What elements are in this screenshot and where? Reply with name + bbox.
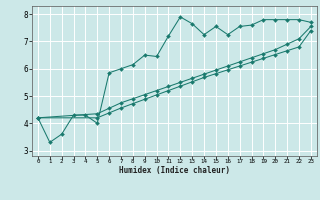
X-axis label: Humidex (Indice chaleur): Humidex (Indice chaleur) xyxy=(119,166,230,175)
